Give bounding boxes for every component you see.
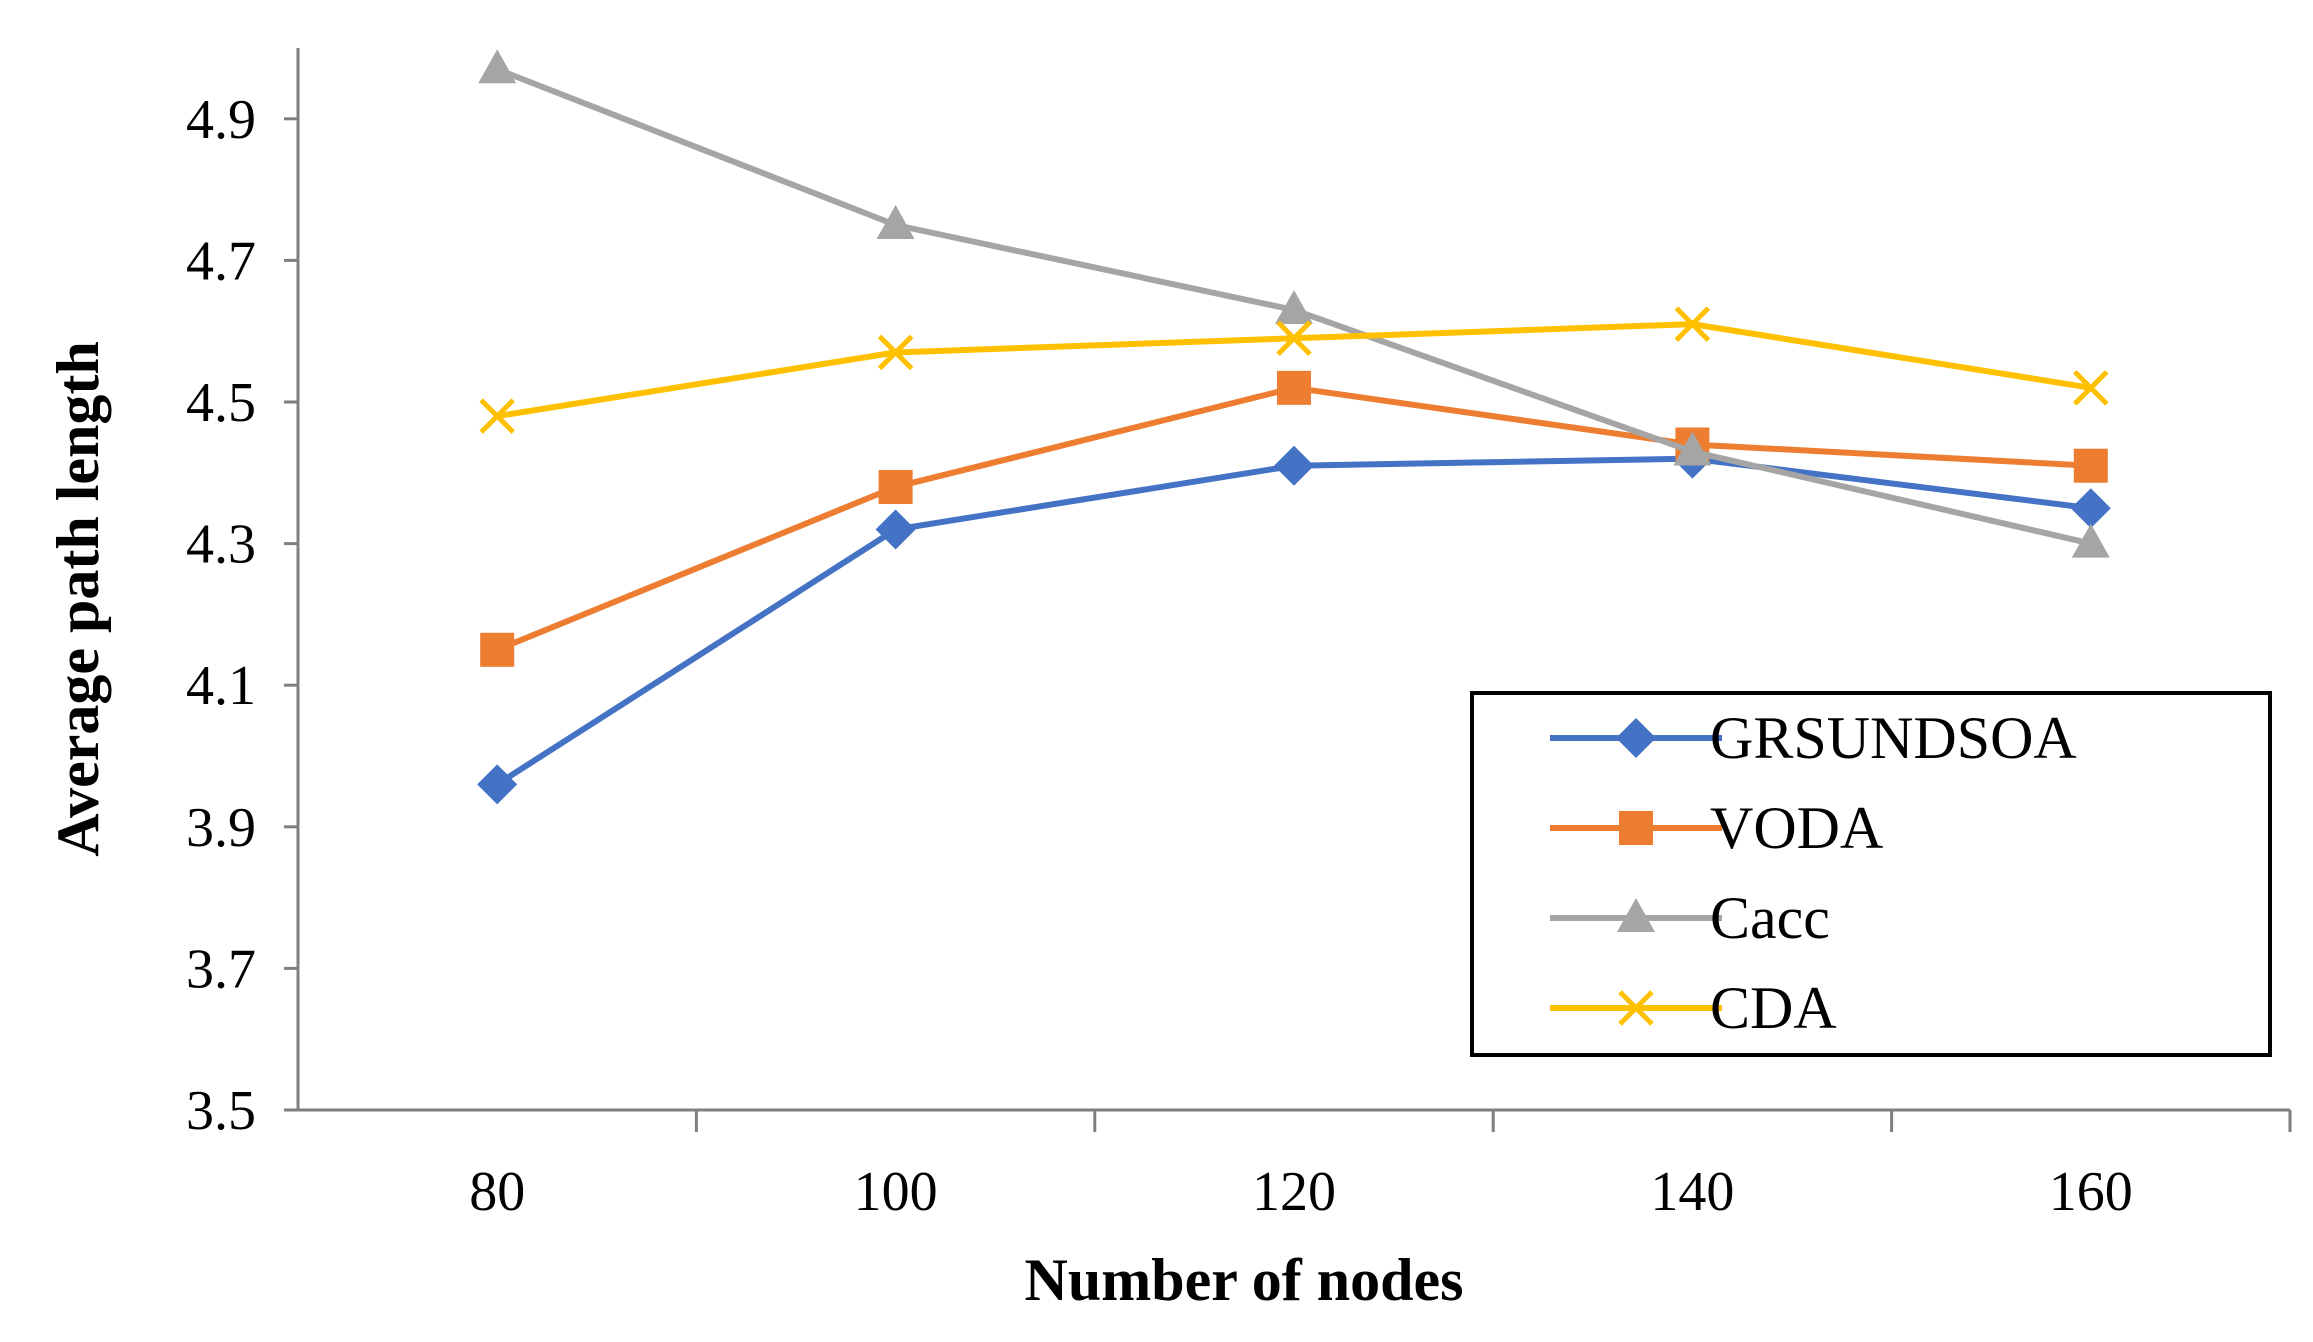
legend-marker xyxy=(1617,898,1655,932)
y-tick-label: 3.9 xyxy=(186,797,256,859)
x-tick-label: 140 xyxy=(1650,1161,1734,1223)
data-point-cda xyxy=(1674,306,1711,342)
y-tick-label: 3.5 xyxy=(186,1080,256,1142)
y-ticks: 3.5 3.7 3.9 4.1 4.3 4.5 4.7 4.9 xyxy=(186,89,298,1142)
legend-label: GRSUNDSOA xyxy=(1710,705,2077,771)
legend-item-cacc: Cacc xyxy=(1550,885,1830,951)
series-group xyxy=(477,49,2111,805)
data-point-grsundsoa xyxy=(477,764,518,805)
legend-label: VODA xyxy=(1710,795,1883,861)
data-point-cacc xyxy=(2071,523,2110,558)
axes: 3.5 3.7 3.9 4.1 4.3 4.5 4.7 4.9 80 100 120 140 160 xyxy=(186,48,2292,1223)
series-cacc xyxy=(478,49,2110,558)
legend-marker xyxy=(1616,718,1656,758)
data-point-voda xyxy=(1277,370,1311,405)
legend-label: CDA xyxy=(1710,975,1837,1041)
x-ticks: 80 100 120 140 160 xyxy=(469,1110,2292,1223)
data-point-voda xyxy=(2073,448,2108,483)
x-tick-label: 160 xyxy=(2049,1161,2133,1223)
series-line-voda xyxy=(496,384,2091,653)
x-tick-label: 100 xyxy=(854,1161,938,1223)
y-tick-label: 4.1 xyxy=(186,655,256,717)
legend-item-voda: VODA xyxy=(1550,795,1883,861)
data-point-grsundsoa xyxy=(1274,445,1314,486)
data-point-voda xyxy=(878,469,913,504)
data-point-voda xyxy=(480,632,515,667)
legend-marker xyxy=(1619,811,1653,845)
legend-box xyxy=(1470,691,2272,1057)
data-point-cda xyxy=(877,334,914,371)
data-point-cacc xyxy=(1673,431,1712,466)
legend-marker xyxy=(1618,990,1654,1026)
x-tick-label: 120 xyxy=(1252,1161,1336,1223)
y-tick-label: 4.5 xyxy=(186,372,256,434)
legend-item-grsundsoa: GRSUNDSOA xyxy=(1550,705,2077,771)
data-point-cda xyxy=(2073,370,2109,406)
y-tick-label: 4.9 xyxy=(186,89,256,151)
legend: GRSUNDSOA VODA Cacc CDA xyxy=(1470,691,2272,1057)
y-tick-label: 3.7 xyxy=(186,938,256,1000)
data-point-cda xyxy=(1276,320,1312,357)
y-axis-title: Average path length xyxy=(45,341,111,857)
series-voda xyxy=(480,370,2108,667)
legend-item-cda: CDA xyxy=(1550,975,1837,1041)
data-point-cacc xyxy=(478,49,517,84)
series-cda xyxy=(479,306,2109,434)
x-tick-label: 80 xyxy=(469,1161,525,1223)
data-point-grsundsoa xyxy=(2070,488,2111,529)
data-point-cacc xyxy=(1275,289,1313,324)
data-point-cda xyxy=(479,398,515,434)
y-tick-label: 4.7 xyxy=(186,230,256,292)
y-tick-label: 4.3 xyxy=(186,514,256,576)
data-point-cacc xyxy=(876,205,915,239)
legend-label: Cacc xyxy=(1710,885,1830,951)
x-axis-title: Number of nodes xyxy=(1025,1247,1464,1313)
data-point-grsundsoa xyxy=(875,509,916,550)
